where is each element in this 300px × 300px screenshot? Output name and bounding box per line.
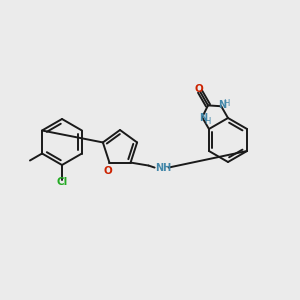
Text: H: H: [204, 117, 210, 126]
Text: H: H: [223, 99, 230, 108]
Text: N: N: [218, 100, 226, 110]
Text: Cl: Cl: [56, 177, 68, 187]
Text: O: O: [194, 84, 203, 94]
Text: N: N: [199, 113, 207, 123]
Text: NH: NH: [156, 163, 172, 172]
Text: O: O: [103, 166, 112, 176]
